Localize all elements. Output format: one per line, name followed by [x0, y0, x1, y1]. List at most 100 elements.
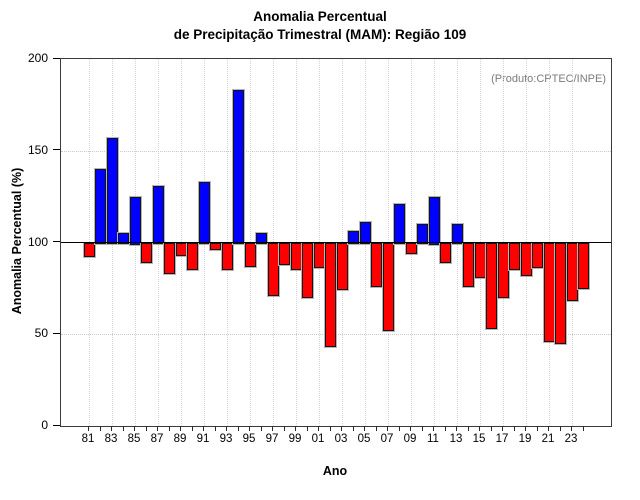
x-tick-label-17: 17: [495, 433, 509, 445]
y-tick-label-0: 0: [41, 418, 48, 432]
bar-1999: [290, 242, 302, 271]
x-tick-1984: [122, 426, 124, 431]
y-tick-label-100: 100: [27, 234, 48, 249]
bar-2023: [566, 242, 578, 302]
x-tick-1994: [237, 426, 239, 431]
x-tick-2001: [318, 426, 319, 431]
bar-2024: [578, 242, 589, 289]
bar-2022: [555, 242, 566, 344]
y-tick-label-200: 200: [27, 51, 48, 65]
y-tick-50: [53, 332, 60, 334]
x-tick-label-07: 07: [380, 433, 394, 445]
x-tick-2011: [433, 426, 434, 431]
bar-2014: [463, 242, 474, 287]
x-tick-2000: [306, 426, 308, 431]
x-tick-2020: [536, 426, 538, 431]
x-tick-label-87: 87: [150, 433, 164, 445]
x-tick-2023: [571, 426, 572, 431]
bar-2016: [486, 242, 497, 329]
x-tick-2018: [513, 426, 515, 431]
x-tick-1988: [168, 426, 170, 431]
bar-2003: [336, 242, 348, 291]
x-tick-label-15: 15: [472, 433, 486, 445]
bar-1997: [267, 242, 279, 296]
bar-1981: [83, 242, 95, 258]
x-tick-label-81: 81: [81, 433, 95, 445]
x-tick-2009: [410, 426, 411, 431]
x-tick-1982: [99, 426, 101, 431]
x-tick-1985: [134, 426, 135, 431]
x-tick-2022: [559, 426, 561, 431]
x-tick-1991: [203, 426, 204, 431]
x-tick-2010: [421, 426, 423, 431]
x-axis-label: Ano: [322, 464, 348, 478]
bar-2019: [520, 242, 532, 276]
bar-2010: [417, 224, 428, 245]
bar-2002: [325, 242, 336, 348]
bar-2008: [394, 203, 405, 245]
x-tick-label-23: 23: [564, 433, 578, 445]
x-tick-label-05: 05: [357, 433, 371, 445]
x-tick-2007: [387, 426, 388, 431]
x-tick-1986: [145, 426, 147, 431]
x-tick-2024: [582, 426, 584, 431]
x-tick-2006: [375, 426, 377, 431]
x-tick-2017: [502, 426, 503, 431]
x-tick-2019: [525, 426, 526, 431]
bar-2006: [371, 242, 382, 287]
chart-title-line2: de Precipitação Trimestral (MAM): Região…: [173, 27, 467, 42]
y-tick-label-150: 150: [27, 142, 48, 157]
bar-1991: [198, 181, 210, 245]
baseline-100: [61, 242, 611, 243]
x-tick-label-11: 11: [427, 433, 439, 445]
x-tick-label-01: 01: [311, 433, 325, 445]
x-tick-label-21: 21: [541, 433, 555, 445]
x-tick-1995: [249, 426, 250, 431]
bar-1990: [187, 242, 198, 271]
x-tick-2014: [467, 426, 469, 431]
bar-2000: [302, 242, 313, 298]
x-tick-label-13: 13: [449, 433, 463, 445]
x-tick-label-83: 83: [104, 433, 118, 445]
y-tick-100: [53, 241, 60, 242]
bar-2013: [451, 224, 463, 245]
x-tick-1997: [272, 426, 273, 431]
gridline-h-50: [61, 334, 611, 336]
x-tick-label-89: 89: [173, 433, 187, 445]
x-tick-1989: [180, 426, 181, 431]
bar-2017: [497, 242, 509, 298]
y-tick-0: [53, 424, 60, 426]
bar-1987: [152, 185, 164, 245]
x-tick-2005: [364, 426, 365, 431]
bar-2004: [348, 231, 359, 245]
x-tick-1983: [111, 426, 112, 431]
x-tick-1990: [191, 426, 193, 431]
bar-1986: [141, 242, 152, 263]
bar-1982: [95, 169, 106, 245]
x-tick-1998: [283, 426, 285, 431]
x-tick-label-85: 85: [127, 433, 141, 445]
x-tick-1993: [226, 426, 227, 431]
x-tick-1981: [88, 426, 89, 431]
y-tick-150: [53, 149, 60, 151]
bar-1984: [118, 233, 129, 245]
x-tick-1987: [157, 426, 158, 431]
x-tick-label-93: 93: [219, 433, 233, 445]
bar-2015: [474, 242, 486, 278]
bar-2020: [532, 242, 543, 269]
bar-2009: [405, 242, 417, 254]
x-tick-label-97: 97: [265, 433, 279, 445]
bar-2021: [543, 242, 555, 342]
x-tick-label-09: 09: [403, 433, 417, 445]
x-tick-2016: [490, 426, 492, 431]
x-tick-2021: [548, 426, 549, 431]
bar-1993: [221, 242, 233, 271]
bar-1992: [210, 242, 221, 250]
bar-1988: [164, 242, 175, 274]
y-tick-200: [53, 57, 60, 59]
x-tick-1999: [295, 426, 296, 431]
x-tick-2012: [444, 426, 446, 431]
y-tick-label-50: 50: [34, 326, 48, 341]
x-tick-2013: [456, 426, 457, 431]
